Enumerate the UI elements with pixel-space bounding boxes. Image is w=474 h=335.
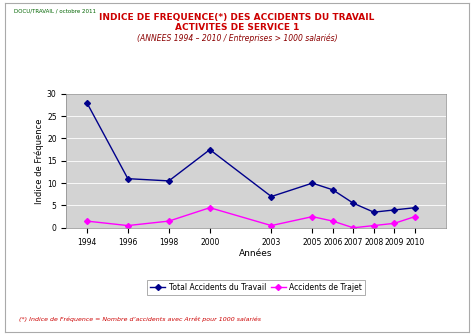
Total Accidents du Travail [207,148,213,152]
Text: ACTIVITES DE SERVICE 1: ACTIVITES DE SERVICE 1 [175,23,299,32]
Accidents de Trajet [371,223,377,227]
Line: Total Accidents du Travail: Total Accidents du Travail [85,100,417,214]
Text: (*) Indice de Fréquence = Nombre d’accidents avec Arrêt pour 1000 salariés: (*) Indice de Fréquence = Nombre d’accid… [19,316,261,322]
Line: Accidents de Trajet: Accidents de Trajet [85,206,417,230]
Total Accidents du Travail [125,177,131,181]
Total Accidents du Travail [310,181,315,185]
Accidents de Trajet [350,226,356,230]
Accidents de Trajet [166,219,172,223]
Total Accidents du Travail [268,195,274,199]
Accidents de Trajet [330,219,336,223]
Text: DOCU/TRAVAIL / octobre 2011: DOCU/TRAVAIL / octobre 2011 [14,8,96,13]
X-axis label: Années: Années [239,249,273,258]
Text: (ANNEES 1994 – 2010 / Entreprises > 1000 salariés): (ANNEES 1994 – 2010 / Entreprises > 1000… [137,34,337,43]
Text: INDICE DE FREQUENCE(*) DES ACCIDENTS DU TRAVAIL: INDICE DE FREQUENCE(*) DES ACCIDENTS DU … [100,13,374,22]
Legend: Total Accidents du Travail, Accidents de Trajet: Total Accidents du Travail, Accidents de… [147,280,365,295]
Accidents de Trajet [207,206,213,210]
Accidents de Trajet [84,219,90,223]
Accidents de Trajet [392,221,397,225]
Accidents de Trajet [268,223,274,227]
Total Accidents du Travail [392,208,397,212]
Total Accidents du Travail [371,210,377,214]
Total Accidents du Travail [330,188,336,192]
Accidents de Trajet [412,215,418,219]
Total Accidents du Travail [84,101,90,105]
Total Accidents du Travail [350,201,356,205]
Total Accidents du Travail [166,179,172,183]
Y-axis label: Indice de Fréquence: Indice de Fréquence [35,118,44,204]
Accidents de Trajet [310,215,315,219]
Accidents de Trajet [125,223,131,227]
Total Accidents du Travail [412,206,418,210]
